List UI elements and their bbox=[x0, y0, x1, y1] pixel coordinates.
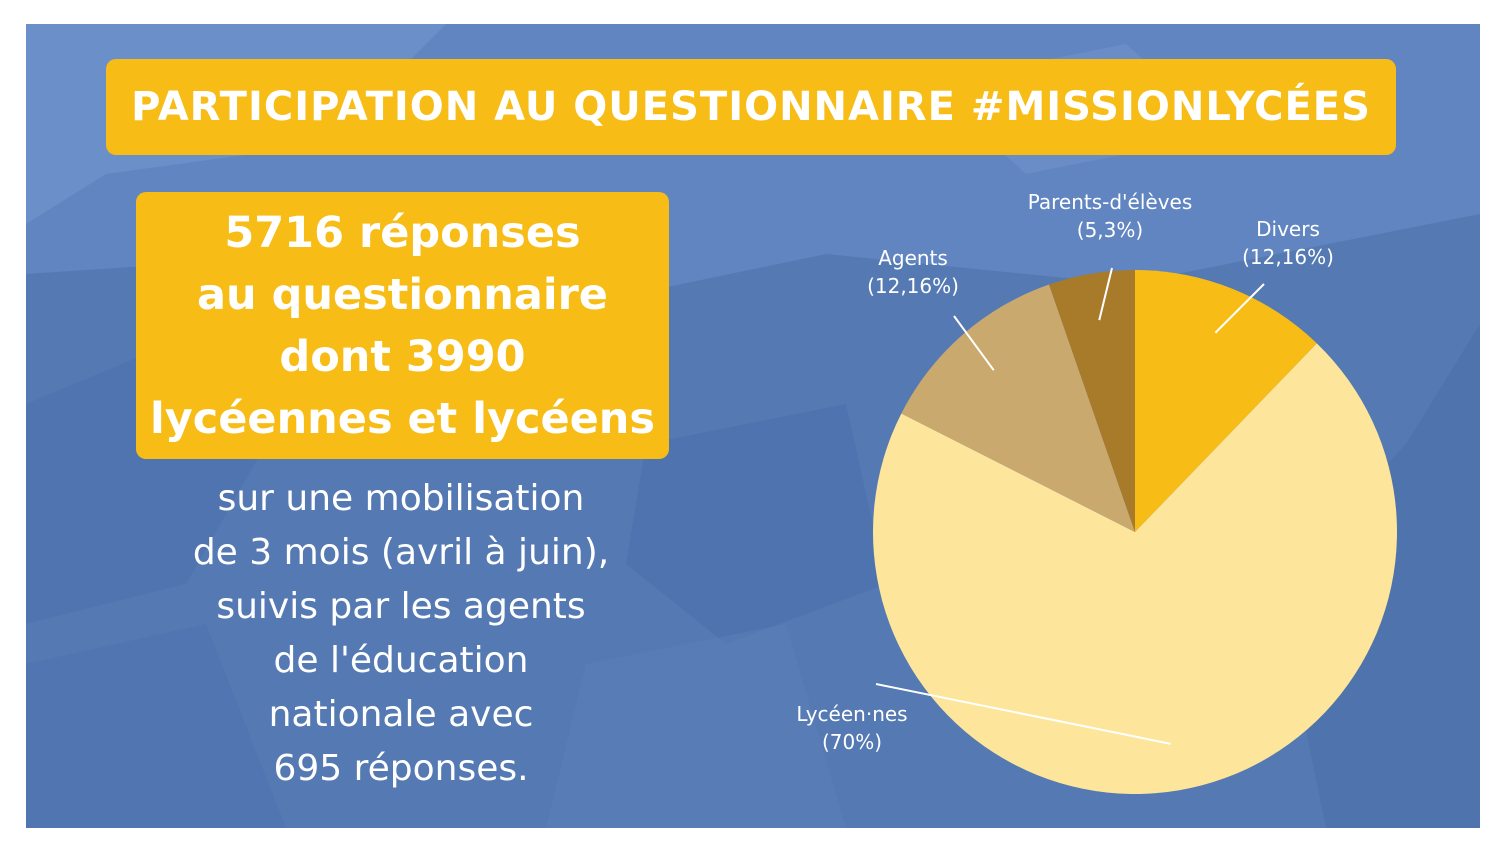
title-banner: PARTICIPATION AU QUESTIONNAIRE #MISSIONL… bbox=[106, 59, 1396, 155]
leader-line bbox=[953, 315, 995, 371]
description-line: de 3 mois (avril à juin), bbox=[192, 532, 610, 573]
description-line: suivis par les agents bbox=[216, 586, 586, 627]
title-text: PARTICIPATION AU QUESTIONNAIRE #MISSIONL… bbox=[131, 84, 1371, 130]
slice-value-label: (12,16%) bbox=[1242, 245, 1334, 269]
leader-line bbox=[1214, 283, 1265, 334]
pie-slice-4 bbox=[1049, 270, 1135, 532]
slice-value-label: (70%) bbox=[822, 730, 882, 754]
description-line: nationale avec bbox=[268, 694, 534, 735]
description-text: sur une mobilisation de 3 mois (avril à … bbox=[126, 472, 676, 796]
leader-line bbox=[875, 683, 1171, 745]
description-line: 695 réponses. bbox=[273, 748, 529, 789]
slice-value-label: (12,16%) bbox=[867, 274, 959, 298]
slice-label: Lycéen·nes bbox=[796, 702, 907, 726]
slice-label: Divers bbox=[1256, 217, 1320, 241]
pie-slice-2 bbox=[872, 343, 1398, 794]
description-line: sur une mobilisation bbox=[217, 478, 585, 519]
highlight-line: 5716 réponses bbox=[224, 207, 581, 258]
pie-slice-3 bbox=[901, 284, 1135, 532]
highlight-line: dont 3990 bbox=[279, 331, 526, 382]
highlight-line: lycéennes et lycéens bbox=[149, 393, 656, 444]
description-line: de l'éducation bbox=[273, 640, 529, 681]
pie-slice-1 bbox=[1135, 270, 1317, 532]
highlight-box: 5716 réponses au questionnaire dont 3990… bbox=[136, 192, 669, 459]
highlight-line: au questionnaire bbox=[197, 269, 608, 320]
slice-value-label: (5,3%) bbox=[1077, 218, 1143, 242]
pie-chart: Divers (12,16%) Lycéen·nes (70%) Agents (12,1… bbox=[796, 190, 1398, 794]
slice-label: Agents bbox=[878, 246, 948, 270]
leader-line bbox=[1098, 267, 1113, 321]
slice-label: Parents-d'élèves bbox=[1028, 190, 1193, 214]
infographic-panel: PARTICIPATION AU QUESTIONNAIRE #MISSIONL… bbox=[26, 24, 1480, 828]
